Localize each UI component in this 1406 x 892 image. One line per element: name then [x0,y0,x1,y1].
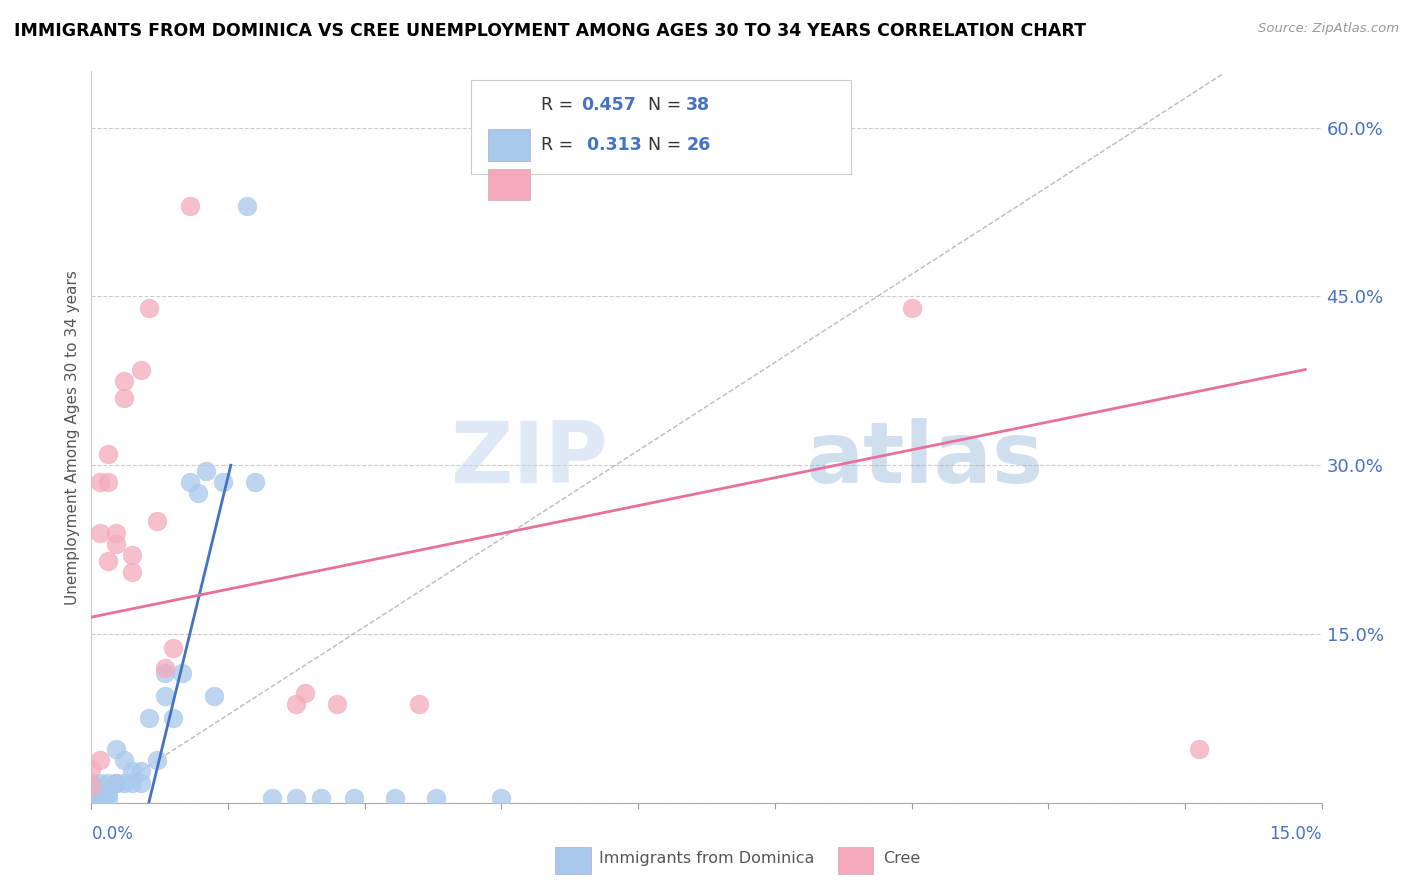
Point [491,791,513,805]
Point [408,697,430,711]
Point [89,775,111,789]
Point [202,689,225,703]
Point [80,775,103,789]
Point [129,362,152,376]
Point [105,741,127,756]
Point [105,775,127,789]
Point [121,565,143,579]
Text: 0.457: 0.457 [581,96,636,114]
Point [97,475,120,489]
Point [112,391,135,405]
Point [425,791,447,805]
Point [89,475,111,489]
Point [80,762,103,776]
Text: 15.0%: 15.0% [1270,825,1322,843]
Point [121,548,143,562]
Point [153,689,177,703]
Point [129,764,152,779]
Point [112,775,135,789]
Point [97,787,120,801]
Point [138,301,160,315]
Point [285,791,308,805]
Point [146,515,169,529]
Point [121,775,143,789]
Point [89,753,111,767]
Point [179,199,201,213]
Point [89,525,111,540]
Point [153,666,177,681]
Point [294,685,316,699]
Point [121,764,143,779]
Point [105,525,127,540]
Text: ZIP: ZIP [450,417,607,500]
Point [112,753,135,767]
Point [89,787,111,801]
Text: R =: R = [541,96,579,114]
Text: Source: ZipAtlas.com: Source: ZipAtlas.com [1258,22,1399,36]
Point [153,661,177,675]
Point [80,779,103,793]
Point [195,464,218,478]
Text: R =: R = [541,136,579,153]
Point [97,775,120,789]
Point [146,753,169,767]
Point [105,537,127,551]
Point [97,791,120,805]
Point [179,475,201,489]
Text: IMMIGRANTS FROM DOMINICA VS CREE UNEMPLOYMENT AMONG AGES 30 TO 34 YEARS CORRELAT: IMMIGRANTS FROM DOMINICA VS CREE UNEMPLO… [14,22,1085,40]
Point [162,640,184,655]
Text: Immigrants from Dominica: Immigrants from Dominica [599,851,814,865]
Text: 38: 38 [686,96,710,114]
Point [343,791,366,805]
Point [138,711,160,725]
Text: Cree: Cree [883,851,920,865]
Point [1187,741,1209,756]
Point [236,199,259,213]
Text: N =: N = [648,96,688,114]
Y-axis label: Unemployment Among Ages 30 to 34 years: Unemployment Among Ages 30 to 34 years [65,269,80,605]
Point [309,791,332,805]
Point [170,666,193,681]
Point [112,374,135,388]
Point [326,697,349,711]
Point [900,301,922,315]
Point [285,697,308,711]
Point [84,791,107,805]
Point [245,475,267,489]
Point [97,554,120,568]
Point [384,791,406,805]
Text: atlas: atlas [804,417,1043,500]
Point [105,775,127,789]
Point [97,447,120,461]
Text: 0.313: 0.313 [581,136,641,153]
Point [129,775,152,789]
Point [260,791,283,805]
Point [80,784,103,798]
Point [187,486,209,500]
Point [211,475,233,489]
Text: N =: N = [648,136,688,153]
Text: 26: 26 [686,136,710,153]
Point [93,784,115,798]
Text: 0.0%: 0.0% [91,825,134,843]
Point [162,711,184,725]
